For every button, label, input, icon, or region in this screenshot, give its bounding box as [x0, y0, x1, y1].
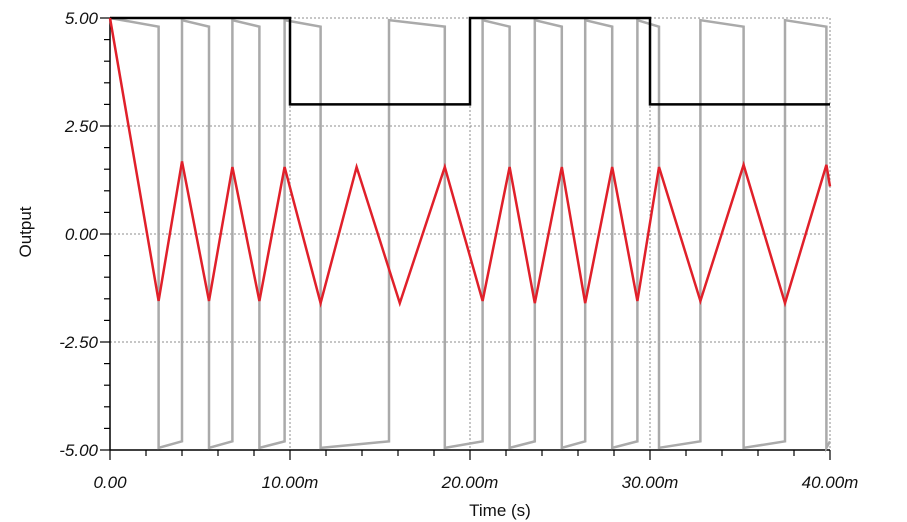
x-tick-label: 30.00m: [622, 473, 679, 492]
series-line-2: [110, 18, 830, 104]
y-tick-label: 5.00: [65, 9, 99, 28]
y-tick-label: 2.50: [64, 117, 99, 136]
x-axis-title: Time (s): [469, 501, 531, 520]
x-tick-label: 0.00: [93, 473, 127, 492]
tick-labels: 0.00 10.00m 20.00m 30.00m 40.00m 5.00 2.50 0.00…: [59, 9, 858, 492]
y-tick-label: -2.50: [59, 333, 98, 352]
x-tick-label: 20.00m: [441, 473, 499, 492]
x-tick-label: 10.00m: [262, 473, 319, 492]
y-axis-title: Output: [16, 206, 35, 257]
x-tick-label: 40.00m: [802, 473, 859, 492]
y-tick-label: -5.00: [59, 441, 98, 460]
y-tick-label: 0.00: [65, 225, 99, 244]
